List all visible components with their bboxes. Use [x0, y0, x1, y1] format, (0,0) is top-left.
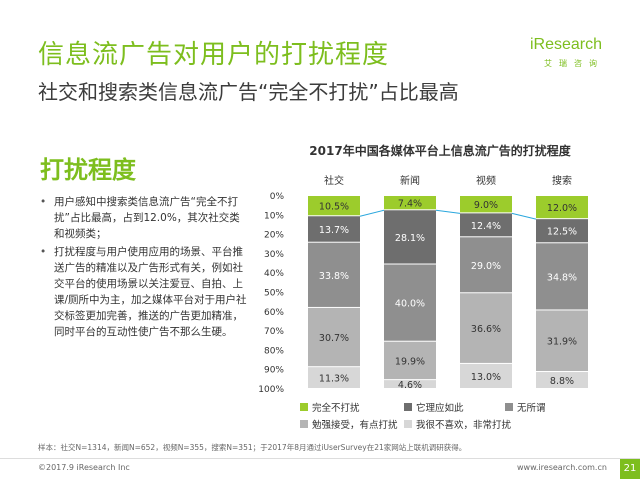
legend-swatch: [404, 403, 412, 411]
category-label: 新闻: [400, 174, 420, 187]
y-tick-label: 90%: [264, 366, 284, 376]
data-label: 13.0%: [471, 372, 501, 383]
connector-line: [511, 212, 537, 220]
bar-segment: [460, 196, 512, 213]
legend-item: 完全不打扰: [300, 400, 360, 414]
y-tick-label: 50%: [264, 289, 284, 299]
bar-segment: [384, 264, 436, 341]
data-label: 8.8%: [550, 376, 574, 387]
data-label: 12.5%: [547, 227, 577, 238]
data-label: 34.8%: [547, 272, 577, 283]
legend-swatch: [404, 420, 412, 428]
legend-swatch: [505, 403, 513, 411]
data-label: 33.8%: [319, 271, 349, 282]
page-title: 信息流广告对用户的打扰程度: [38, 40, 390, 70]
legend-item: 勉强接受，有点打扰: [300, 417, 398, 431]
connector-line: [359, 209, 385, 217]
legend-label: 勉强接受，有点打扰: [312, 420, 398, 431]
y-tick-label: 30%: [264, 250, 284, 260]
website-link[interactable]: www.iresearch.com.cn: [517, 463, 607, 472]
data-label: 7.4%: [398, 199, 422, 210]
legend-label: 我很不喜欢，非常打扰: [416, 420, 512, 431]
legend-item: 我很不喜欢，非常打扰: [404, 417, 511, 431]
bar-segment: [384, 196, 436, 210]
section-title: 打扰程度: [40, 156, 136, 184]
data-label: 28.1%: [395, 233, 425, 244]
legend-swatch: [300, 403, 308, 411]
bar-segment: [308, 307, 360, 367]
data-label: 30.7%: [319, 333, 349, 344]
y-tick-label: 40%: [264, 269, 284, 279]
page-subtitle: 社交和搜索类信息流广告“完全不打扰”占比最高: [38, 80, 459, 104]
data-label: 31.9%: [547, 337, 577, 348]
legend-swatch: [300, 420, 308, 428]
legend-label: 无所谓: [517, 403, 546, 414]
stacked-bar-chart: 0% 10% 20% 30% 40% 50% 60% 70% 80% 90% 100% 社交 10.5%…: [258, 174, 588, 395]
bullet-list: 用户感知中搜索类信息流广告“完全不打扰”占比最高，占到12.0%，其次社交类和视…: [40, 194, 250, 342]
bar-segment: [308, 196, 360, 216]
bar-segment: [384, 210, 436, 264]
data-label: 9.0%: [474, 200, 498, 211]
bullet-item: 用户感知中搜索类信息流广告“完全不打扰”占比最高，占到12.0%，其次社交类和视…: [40, 194, 250, 242]
data-label: 13.7%: [319, 225, 349, 236]
data-label: 12.4%: [471, 221, 501, 232]
bar-segment: [460, 213, 512, 237]
copyright: ©2017.9 iResearch Inc: [38, 463, 130, 472]
data-label: 4.6%: [398, 380, 422, 391]
bar-segment: [460, 363, 512, 388]
data-label: 10.5%: [319, 202, 349, 213]
bar-segment: [460, 293, 512, 363]
data-label: 29.0%: [471, 261, 501, 272]
bar-segment: [384, 341, 436, 380]
category-label: 视频: [476, 174, 496, 187]
bar-segment: [536, 196, 588, 219]
legend-item: 它理应如此: [404, 400, 464, 414]
y-tick-label: 20%: [264, 231, 284, 241]
data-label: 19.9%: [395, 356, 425, 367]
category-label: 社交: [324, 174, 344, 187]
y-tick-label: 80%: [264, 346, 284, 356]
bar-segment: [536, 310, 588, 372]
y-tick-label: 70%: [264, 327, 284, 337]
bar-segment: [460, 237, 512, 293]
bar-segment: [308, 242, 360, 307]
y-tick-label: 10%: [264, 211, 284, 221]
footer-divider: [0, 458, 640, 459]
chart-title: 2017年中国各媒体平台上信息流广告的打扰程度: [309, 144, 571, 158]
legend-label: 完全不打扰: [312, 403, 360, 414]
legend-item: 无所谓: [505, 400, 546, 414]
legend-label: 它理应如此: [416, 403, 464, 414]
bar-segment: [536, 372, 588, 388]
sample-footnote: 样本：社交N=1314，新闻N=652，视频N=355，搜索N=351；于201…: [38, 443, 467, 452]
connector-line: [435, 209, 461, 214]
data-label: 11.3%: [319, 374, 349, 385]
page-number: 21: [620, 459, 640, 479]
bar-segment: [308, 367, 360, 388]
bar-segment: [308, 216, 360, 242]
bullet-item: 打扰程度与用户使用应用的场景、平台推送广告的精准以及广告形式有关，例如社交平台的…: [40, 244, 250, 340]
logo-cn: 艾瑞咨询: [544, 59, 604, 68]
y-tick-label: 60%: [264, 308, 284, 318]
y-tick-label: 100%: [258, 385, 284, 395]
bar-segment: [536, 243, 588, 310]
data-label: 12.0%: [547, 203, 577, 214]
data-label: 36.6%: [471, 324, 501, 335]
iresearch-logo: iResearch 艾瑞咨询: [530, 36, 620, 72]
data-label: 40.0%: [395, 299, 425, 310]
bar-segment: [536, 219, 588, 243]
logo-brand: iResearch: [530, 36, 603, 53]
category-label: 搜索: [552, 174, 572, 187]
y-tick-label: 0%: [270, 192, 285, 202]
bar-segment: [384, 380, 436, 388]
